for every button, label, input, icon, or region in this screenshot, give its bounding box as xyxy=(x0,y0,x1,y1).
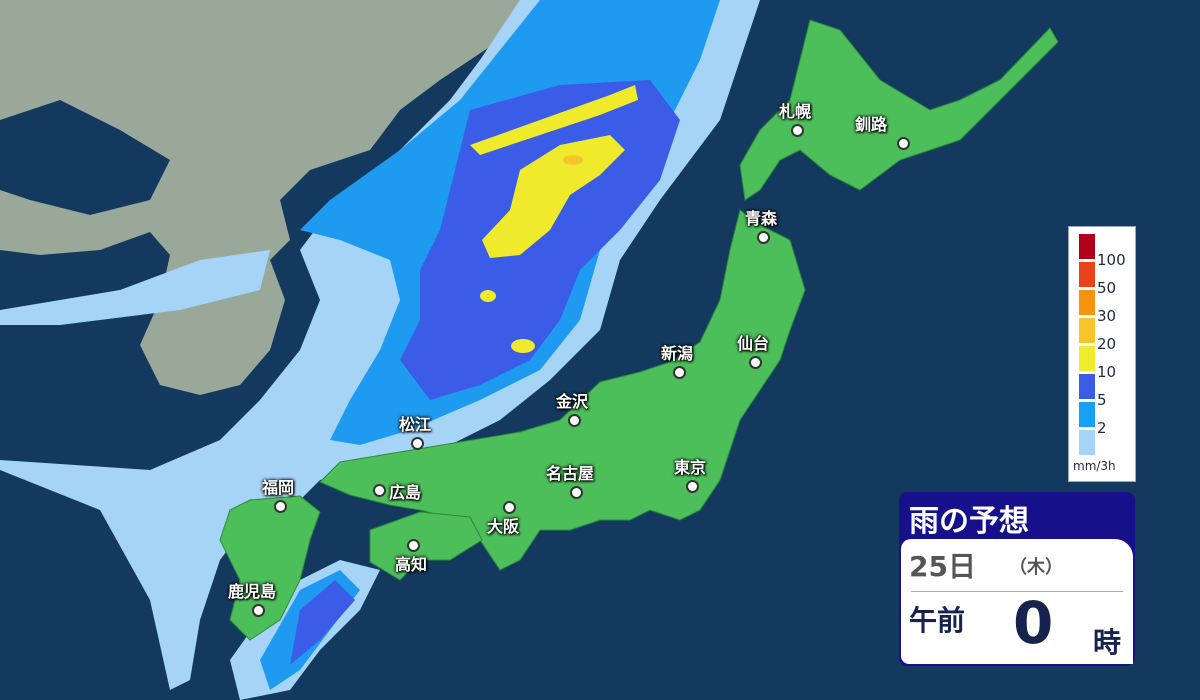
legend-label: 2 xyxy=(1097,419,1107,437)
shikoku xyxy=(369,511,483,581)
forecast-hour: 0 xyxy=(1013,589,1054,657)
city-dot xyxy=(757,231,770,244)
city-label: 福岡 xyxy=(262,478,295,497)
legend-label: 5 xyxy=(1097,391,1107,409)
city-dot xyxy=(686,480,699,493)
legend-swatch xyxy=(1079,374,1095,399)
city-label: 高知 xyxy=(395,555,428,574)
forecast-info-box: 雨の予想 25日 （木） 午前 0 時 xyxy=(899,492,1135,666)
legend-unit: mm/3h xyxy=(1073,459,1116,473)
city-dot xyxy=(274,500,287,513)
city-label: 東京 xyxy=(674,458,707,477)
city-dot xyxy=(568,414,581,427)
rain-area-10mm-3 xyxy=(480,290,496,302)
hokkaido xyxy=(739,19,1059,201)
city-label: 広島 xyxy=(389,483,422,502)
rain-legend: 100 50 30 20 10 5 2 mm/3h xyxy=(1068,226,1136,482)
rain-area-light-2 xyxy=(0,250,270,325)
forecast-hour-unit: 時 xyxy=(1093,626,1122,659)
continent-landmass xyxy=(0,0,560,395)
city-label: 名古屋 xyxy=(546,464,595,483)
legend-swatch xyxy=(1079,430,1095,455)
forecast-weekday: （木） xyxy=(1009,557,1063,578)
legend-label: 100 xyxy=(1097,251,1126,269)
rain-area-10mm xyxy=(470,85,638,155)
city-dot xyxy=(897,137,910,150)
forecast-time-panel: 25日 （木） 午前 0 時 xyxy=(901,539,1133,664)
city-label: 松江 xyxy=(399,415,432,434)
city-dot xyxy=(749,356,762,369)
city-dot xyxy=(673,366,686,379)
divider xyxy=(911,591,1123,592)
city-label: 釧路 xyxy=(855,115,888,134)
city-label: 新潟 xyxy=(661,344,694,363)
city-dot xyxy=(791,124,804,137)
forecast-date: 25日 xyxy=(909,550,976,583)
legend-label: 10 xyxy=(1097,363,1117,381)
legend-swatch xyxy=(1079,262,1095,287)
forecast-title: 雨の予想 xyxy=(909,504,1029,539)
city-label: 鹿児島 xyxy=(228,582,277,601)
forecast-ampm: 午前 xyxy=(909,604,966,637)
kyushu xyxy=(219,495,321,641)
sea-inlet xyxy=(0,100,170,215)
city-dot xyxy=(570,486,583,499)
rain-area-10mm-4 xyxy=(511,339,535,353)
legend-swatch xyxy=(1079,290,1095,315)
city-label: 札幌 xyxy=(779,102,812,121)
city-label: 大阪 xyxy=(487,517,520,536)
city-dot xyxy=(407,539,420,552)
legend-swatch xyxy=(1079,402,1095,427)
rain-area-20mm xyxy=(563,155,583,165)
city-label: 金沢 xyxy=(556,392,589,411)
city-dot xyxy=(411,437,424,450)
rain-area-heavy-south xyxy=(290,580,355,665)
legend-label: 30 xyxy=(1097,307,1117,325)
legend-swatch xyxy=(1079,346,1095,371)
legend-swatch xyxy=(1079,234,1095,259)
city-label: 青森 xyxy=(745,209,778,228)
legend-swatch xyxy=(1079,318,1095,343)
city-label: 仙台 xyxy=(737,334,770,353)
legend-label: 50 xyxy=(1097,279,1117,297)
japan-land xyxy=(219,19,1059,641)
city-dot xyxy=(252,604,265,617)
rain-area-10mm-2 xyxy=(482,135,625,258)
honshu xyxy=(319,209,806,571)
city-dot xyxy=(373,484,386,497)
legend-label: 20 xyxy=(1097,335,1117,353)
city-dot xyxy=(503,501,516,514)
